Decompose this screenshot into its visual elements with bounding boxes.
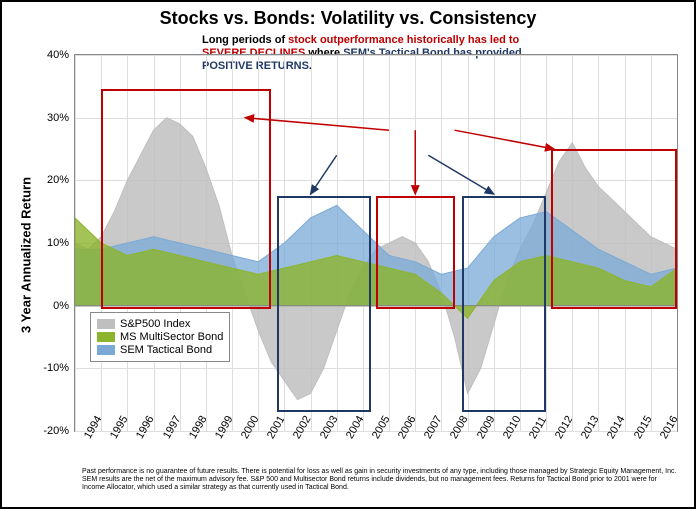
legend-item: SEM Tactical Bond	[97, 344, 223, 356]
legend-label: S&P500 Index	[120, 318, 190, 330]
disclaimer-text: Past performance is no guarantee of futu…	[82, 468, 678, 492]
y-tick-label: 20%	[47, 174, 75, 186]
y-tick-label: 10%	[47, 237, 75, 249]
annot-pre: Long periods of	[202, 34, 288, 46]
plot-area: -20%-10%0%10%20%30%40%199419951996199719…	[74, 54, 678, 432]
y-tick-label: 30%	[47, 112, 75, 124]
annot-red1: stock outperformance historically has le…	[288, 34, 519, 46]
red-highlight-box	[101, 89, 271, 308]
legend-item: MS MultiSector Bond	[97, 331, 223, 343]
y-tick-label: 0%	[53, 300, 75, 312]
y-tick-label: -20%	[43, 425, 75, 437]
legend-label: SEM Tactical Bond	[120, 344, 212, 356]
blue-highlight-box	[462, 196, 546, 412]
y-tick-label: 40%	[47, 49, 75, 61]
blue-highlight-box	[277, 196, 371, 412]
legend-swatch	[97, 332, 115, 342]
arrow-blue	[428, 155, 493, 194]
red-highlight-box	[376, 196, 455, 309]
legend-label: MS MultiSector Bond	[120, 331, 223, 343]
legend-item: S&P500 Index	[97, 318, 223, 330]
legend: S&P500 IndexMS MultiSector BondSEM Tacti…	[90, 312, 230, 362]
arrow-red	[455, 130, 554, 149]
chart-frame: Stocks vs. Bonds: Volatility vs. Consist…	[0, 0, 696, 509]
legend-swatch	[97, 319, 115, 329]
red-highlight-box	[551, 149, 677, 309]
chart-title: Stocks vs. Bonds: Volatility vs. Consist…	[2, 8, 694, 29]
y-tick-label: -10%	[43, 362, 75, 374]
legend-swatch	[97, 345, 115, 355]
arrow-blue	[311, 155, 337, 194]
y-axis-label: 3 Year Annualized Return	[19, 176, 34, 332]
